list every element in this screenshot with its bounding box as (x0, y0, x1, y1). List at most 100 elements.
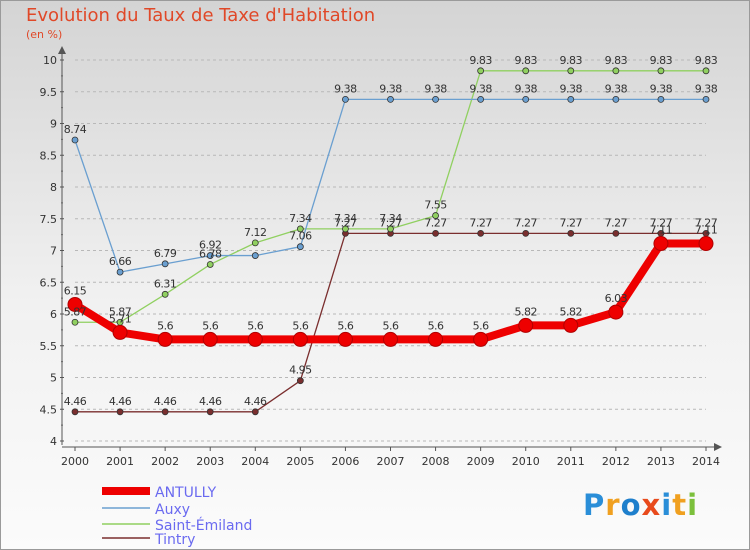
proxiti-logo: Proxiti (583, 488, 698, 522)
data-point (612, 229, 620, 237)
data-point (563, 317, 579, 333)
chart-unit-label: (en %) (26, 28, 63, 41)
data-label: 9.83 (560, 54, 583, 67)
data-point (567, 95, 575, 103)
x-tick-label: 2008 (422, 455, 450, 468)
data-point (477, 95, 485, 103)
data-point (206, 261, 214, 268)
data-point (522, 67, 530, 75)
data-point (477, 229, 485, 237)
x-tick-label: 2006 (331, 455, 359, 468)
data-point (161, 290, 169, 298)
data-point (157, 331, 173, 347)
x-tick-label: 2000 (61, 455, 89, 468)
data-point (296, 377, 304, 385)
data-point (387, 225, 394, 233)
y-tick-label: 7.5 (40, 213, 58, 226)
y-tick-label: 5.5 (40, 340, 58, 353)
data-label: 6.03 (605, 292, 628, 305)
data-label: 5.6 (247, 319, 263, 332)
data-label: 7.27 (560, 216, 583, 229)
logo-letter: i (687, 488, 699, 522)
data-label: 9.38 (650, 82, 673, 95)
data-label: 5.71 (109, 312, 132, 325)
data-point (202, 331, 218, 347)
data-label: 7.11 (650, 224, 673, 237)
data-label: 5.87 (64, 305, 87, 318)
y-tick-label: 9.5 (40, 86, 58, 99)
data-label: 9.38 (605, 82, 628, 95)
y-tick-label: 9 (50, 118, 57, 131)
data-point (567, 229, 575, 237)
data-label: 9.83 (469, 54, 492, 67)
data-point (296, 225, 304, 233)
data-point (432, 212, 439, 219)
data-label: 6.78 (199, 247, 222, 260)
data-label: 7.55 (424, 199, 447, 212)
data-label: 9.83 (514, 54, 537, 67)
legend-label-Tintry: Tintry (154, 532, 195, 548)
data-point (567, 67, 575, 75)
data-label: 8.74 (64, 123, 87, 136)
data-label: 4.46 (154, 395, 177, 408)
data-label: 9.38 (334, 82, 357, 95)
legend-label-ANTULLY: ANTULLY (155, 485, 217, 501)
data-point (71, 408, 79, 416)
data-label: 7.34 (289, 212, 312, 225)
data-label: 5.6 (473, 319, 489, 332)
data-point (518, 317, 534, 333)
data-label: 7.06 (289, 230, 312, 243)
data-point (653, 236, 669, 252)
x-axis-arrow (714, 443, 722, 451)
data-label: 6.31 (154, 277, 177, 290)
data-point (522, 95, 530, 103)
data-point (337, 331, 353, 347)
data-label: 4.46 (244, 395, 267, 408)
y-tick-label: 4.5 (40, 403, 58, 416)
data-label: 4.46 (64, 395, 87, 408)
data-label: 6.79 (154, 247, 177, 260)
data-point (206, 252, 214, 259)
legend-label-Saint-Émiland: Saint-Émiland (155, 517, 252, 534)
data-point (251, 252, 259, 259)
x-tick-label: 2011 (557, 455, 585, 468)
data-point (432, 95, 439, 103)
data-point (251, 408, 259, 416)
data-label: 7.27 (424, 216, 447, 229)
legend-label-Auxy: Auxy (155, 502, 190, 518)
data-point (71, 318, 79, 326)
data-label: 5.87 (109, 305, 132, 318)
y-axis-arrow (58, 46, 66, 54)
data-label: 6.92 (199, 239, 222, 252)
data-point (473, 331, 489, 347)
data-point (608, 304, 624, 320)
data-point (116, 268, 124, 276)
y-tick-label: 7 (50, 245, 57, 258)
data-label: 7.27 (469, 216, 492, 229)
data-label: 5.82 (514, 305, 537, 318)
data-point (292, 331, 308, 347)
data-label: 5.6 (428, 319, 444, 332)
logo-letter: i (661, 488, 673, 522)
logo-letter: P (583, 488, 606, 522)
x-tick-label: 2009 (467, 455, 495, 468)
data-point (71, 136, 79, 144)
data-point (702, 67, 710, 75)
data-label: 5.6 (383, 319, 399, 332)
data-point (161, 260, 169, 268)
chart-title: Evolution du Taux de Taxe d'Habitation (26, 5, 376, 26)
x-tick-label: 2001 (106, 455, 134, 468)
data-label: 7.27 (514, 216, 537, 229)
x-tick-label: 2014 (692, 455, 720, 468)
data-point (251, 239, 259, 247)
data-point (522, 229, 530, 237)
data-point (428, 331, 444, 347)
data-point (432, 229, 439, 237)
data-label: 7.27 (650, 216, 673, 229)
y-tick-label: 6 (50, 308, 57, 321)
x-tick-label: 2007 (377, 455, 405, 468)
data-label: 9.83 (695, 54, 718, 67)
data-point (342, 225, 349, 233)
data-label: 7.27 (695, 216, 718, 229)
